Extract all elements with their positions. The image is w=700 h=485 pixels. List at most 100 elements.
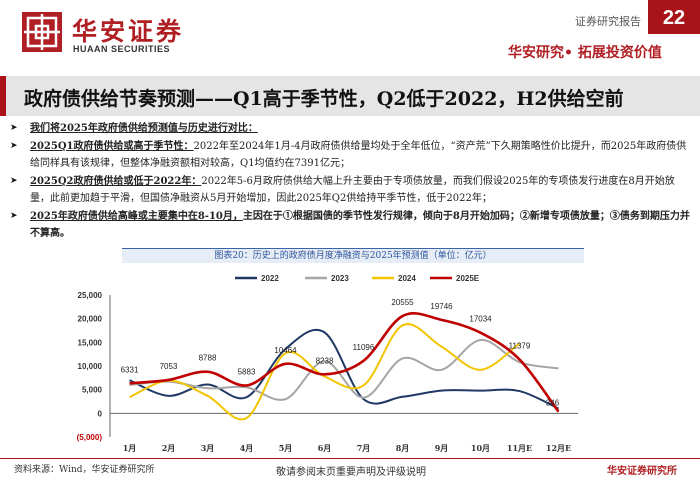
x-tick-label: 9月	[435, 443, 449, 453]
data-point	[441, 369, 443, 371]
x-tick-label: 11月E	[507, 443, 532, 453]
footer-brand: 华安证券研究所	[607, 466, 677, 477]
data-label: 20555	[391, 298, 414, 307]
data-point	[246, 396, 248, 398]
bullet-list: ➤ 我们将2025年政府债供给预测值与历史进行对比： ➤ 2025Q1政府债供给或高于…	[6, 120, 694, 243]
x-tick-label: 6月	[318, 443, 332, 453]
data-point	[519, 359, 521, 361]
data-label: 7053	[160, 362, 178, 371]
series-line-2024	[129, 323, 521, 421]
data-point	[129, 396, 131, 398]
data-point	[480, 390, 482, 392]
data-point	[207, 384, 209, 386]
data-point	[402, 324, 404, 326]
bullet-arrow-icon: ➤	[10, 123, 18, 133]
data-label: 346	[546, 399, 560, 408]
data-point	[480, 332, 482, 334]
footer-divider	[0, 458, 700, 459]
data-point	[324, 373, 326, 375]
legend-label: 2023	[331, 274, 349, 283]
legend-label: 2024	[398, 274, 416, 283]
data-point	[480, 369, 482, 371]
data-point	[441, 319, 443, 321]
page-number: 22	[648, 0, 700, 34]
source-note: 资料来源：Wind，华安证券研究所	[14, 465, 155, 475]
bullet-text: 主因在于①根据国债的季节性发行规律，倾向于8月开始加码；②新增专项债放量；③债务…	[30, 211, 690, 239]
data-point	[129, 379, 131, 381]
y-tick-label: 20,000	[78, 315, 103, 324]
data-point	[558, 411, 560, 413]
data-point	[168, 395, 170, 397]
legend-label: 2022	[261, 274, 279, 283]
bullet-item: ➤ 2025Q2政府债供给或低于2022年：2022年5-6月政府债供给大幅上升主…	[6, 173, 694, 207]
data-point	[558, 367, 560, 369]
data-point	[363, 397, 365, 399]
logo-text-cn: 华安证券	[72, 17, 185, 46]
data-point	[285, 363, 287, 365]
x-tick-label: 2月	[162, 443, 176, 453]
x-tick-label: 7月	[357, 443, 371, 453]
y-tick-label: 10,000	[78, 362, 103, 371]
x-tick-label: 3月	[201, 443, 215, 453]
data-point	[246, 417, 248, 419]
data-point	[246, 385, 248, 387]
logo-icon	[22, 12, 62, 52]
bullet-text: 2025Q2政府债供给或低于2022年：	[30, 176, 202, 187]
bullet-item: ➤ 2025年政府债供给高峰或主要集中在8-10月，主因在于①根据国债的季节性发行…	[6, 208, 694, 242]
data-point	[207, 387, 209, 389]
data-label: 5883	[238, 367, 256, 376]
data-point	[363, 360, 365, 362]
data-point	[441, 390, 443, 392]
data-label: 8238	[316, 356, 334, 365]
x-tick-label: 12月E	[546, 443, 571, 453]
data-point	[402, 396, 404, 398]
y-tick-label: 5,000	[82, 386, 103, 395]
x-tick-label: 5月	[279, 443, 293, 453]
data-label: 6331	[121, 365, 139, 374]
data-point	[480, 339, 482, 341]
data-label: 19746	[430, 302, 453, 311]
x-tick-label: 1月	[123, 443, 137, 453]
data-point	[207, 371, 209, 373]
logo-text-en: HUAAN SECURITIES	[73, 44, 171, 54]
data-point	[402, 358, 404, 360]
report-type: 证券研究报告	[575, 15, 641, 28]
data-label: 17034	[469, 315, 492, 324]
bullet-arrow-icon: ➤	[10, 176, 18, 186]
data-point	[168, 379, 170, 381]
series-line-2023	[129, 338, 559, 401]
series-line-2025E	[129, 312, 560, 413]
data-point	[402, 315, 404, 317]
bullet-item: ➤ 2025Q1政府债供给或高于季节性：2022年至2024年1月-4月政府债供给…	[6, 138, 694, 172]
bullet-text: 我们将2025年政府债供给预测值与历史进行对比：	[30, 123, 258, 134]
bullet-text: 2025Q1政府债供给或高于季节性：	[30, 141, 194, 152]
legend-label: 2025E	[456, 274, 480, 283]
chart-title: 图表20：历史上的政府债月度净融资与2025年预测值（单位：亿元）	[122, 248, 584, 263]
data-point	[324, 331, 326, 333]
x-tick-label: 10月	[471, 443, 490, 453]
x-tick-label: 4月	[240, 443, 254, 453]
data-point	[285, 398, 287, 400]
bullet-text: 2022年至2024年1月-4月政府债供给量均处于全年低位，“资产荒”下久期策略…	[30, 141, 687, 169]
data-point	[519, 390, 521, 392]
data-label: 10464	[274, 346, 297, 355]
title-bar: 政府债供给节奏预测——Q1高于季节性，Q2低于2022，H2供给空前	[0, 76, 700, 116]
data-point	[207, 395, 209, 397]
bullet-text: 2022年5-6月政府债供给大幅上升主要由于专项债放量，而我们假设2025年的专…	[30, 176, 675, 204]
data-point	[129, 382, 131, 384]
data-label: 11096	[353, 343, 375, 352]
y-tick-label: 25,000	[78, 291, 103, 300]
disclaimer: 敬请参阅末页重要声明及评级说明	[276, 467, 426, 478]
y-tick-label: (5,000)	[77, 433, 103, 442]
x-tick-label: 8月	[396, 443, 410, 453]
bullet-item: ➤ 我们将2025年政府债供给预测值与历史进行对比：	[6, 120, 694, 137]
page-title: 政府债供给节奏预测——Q1高于季节性，Q2低于2022，H2供给空前	[24, 88, 624, 110]
bullet-arrow-icon: ➤	[10, 211, 18, 221]
series-line-2022	[129, 328, 559, 410]
data-point	[363, 385, 365, 387]
bullet-arrow-icon: ➤	[10, 141, 18, 151]
y-tick-label: 15,000	[78, 338, 103, 347]
line-chart: (5,000) 0 5,000 10,000 15,000 20,000 25,000 1月 2…	[77, 274, 578, 453]
slogan: 华安研究• 拓展投资价值	[508, 45, 662, 61]
y-tick-label: 0	[98, 409, 103, 418]
